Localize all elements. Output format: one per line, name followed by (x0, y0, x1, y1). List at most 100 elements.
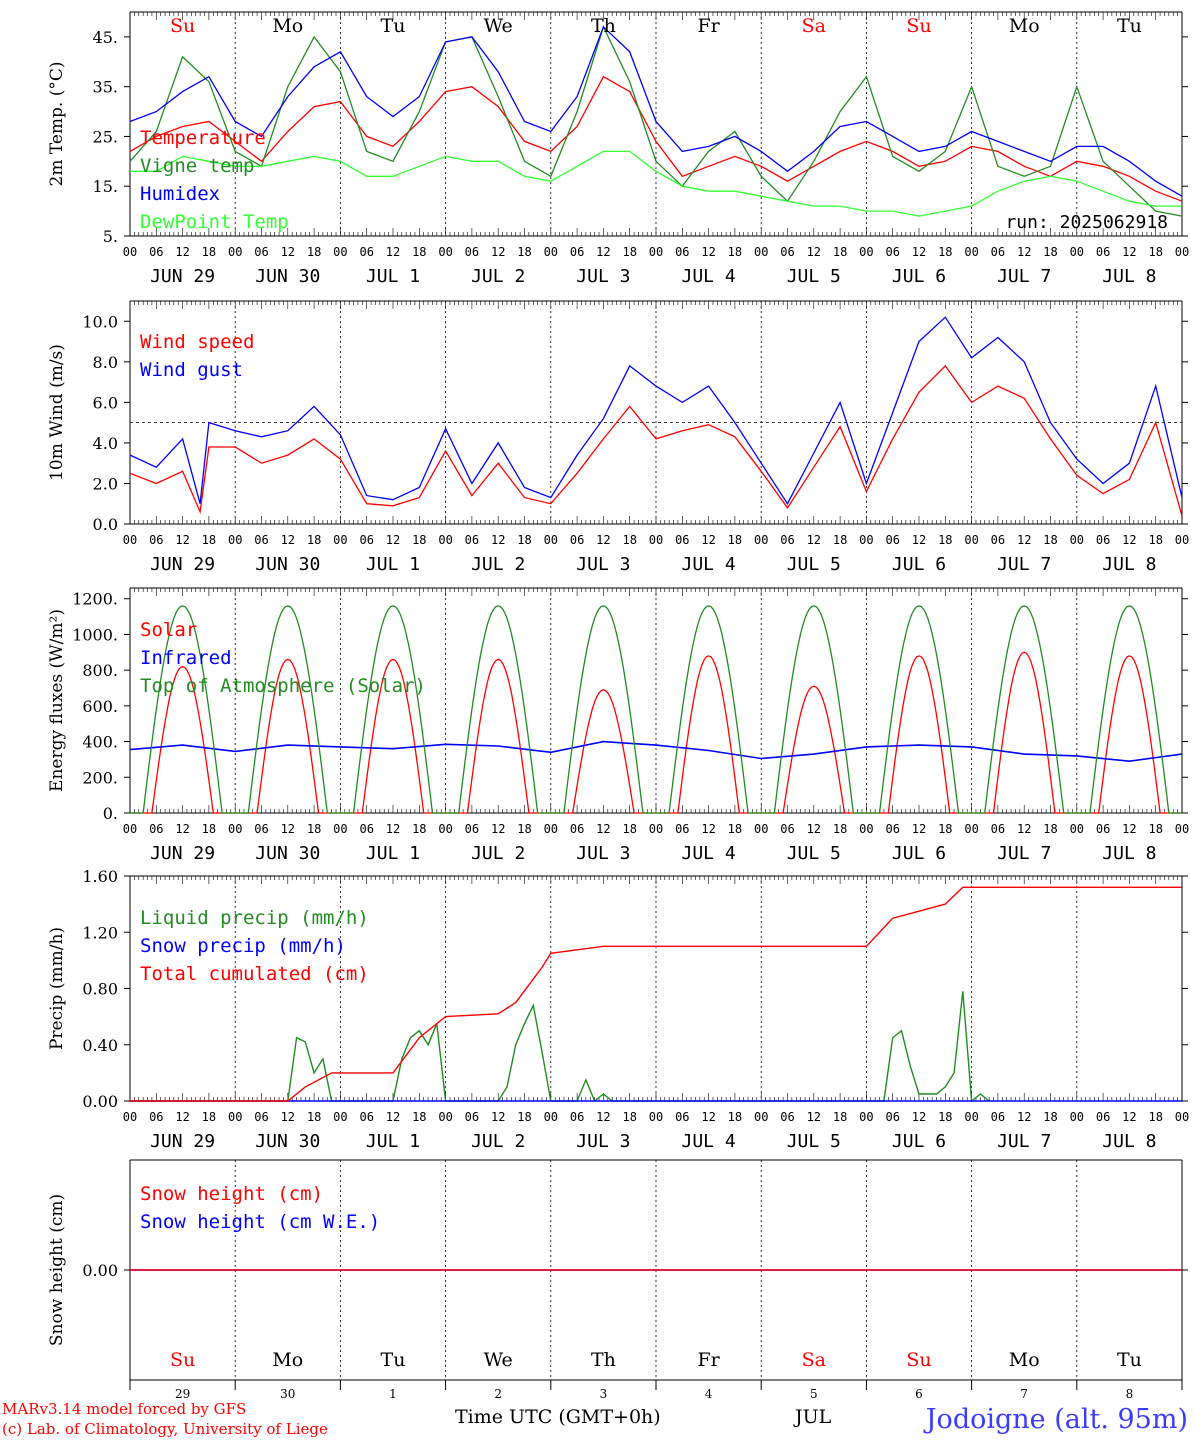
y-tick-label: 0. (103, 804, 118, 823)
series-liquid-precip-mm-h- (130, 991, 990, 1103)
hour-label: 06 (254, 533, 268, 547)
hour-label: 18 (833, 533, 847, 547)
date-label: JUL 6 (892, 843, 946, 864)
hour-label: 00 (859, 1110, 873, 1124)
footer: MARv3.14 model forced by GFS (c) Lab. of… (0, 1398, 1194, 1440)
weekday-label: Mo (272, 1349, 303, 1371)
y-tick-label: 15. (93, 177, 118, 196)
date-label: JUL 8 (1102, 554, 1156, 575)
hour-label: 00 (438, 1110, 452, 1124)
date-label: JUL 8 (1102, 266, 1156, 287)
hour-label: 18 (728, 822, 742, 836)
date-label: JUN 30 (255, 266, 320, 287)
hour-label: 12 (491, 1110, 505, 1124)
y-tick-label: 1.20 (82, 923, 118, 942)
hour-label: 18 (728, 533, 742, 547)
hour-label: 06 (1096, 822, 1110, 836)
legend-solar: Solar (140, 619, 197, 641)
y-tick-label: 0.00 (82, 1261, 118, 1280)
weekday-label: Fr (697, 15, 720, 37)
weekday-label: We (484, 1349, 513, 1371)
hour-label: 12 (491, 533, 505, 547)
hour-label: 18 (938, 1110, 952, 1124)
hour-label: 12 (596, 245, 610, 259)
series-top-of-atmosphere-solar- (130, 605, 1182, 814)
hour-label: 12 (281, 1110, 295, 1124)
weekday-label: Su (906, 15, 931, 37)
hour-label: 12 (912, 822, 926, 836)
y-tick-label: 5. (103, 227, 118, 246)
weekday-label: Tu (1117, 1349, 1142, 1371)
hour-label: 12 (386, 1110, 400, 1124)
hour-label: 06 (1096, 533, 1110, 547)
run-label: run: 2025062918 (1005, 212, 1168, 233)
y-tick-label: 1200. (72, 590, 118, 609)
hour-label: 00 (333, 245, 347, 259)
hour-label: 06 (675, 245, 689, 259)
hour-label: 06 (1096, 1110, 1110, 1124)
hour-label: 12 (701, 533, 715, 547)
hour-label: 06 (149, 533, 163, 547)
panel-4: 0.00 0.40 0.80 1.20 1.60 Precip (mm/h) 00 06 12 1… (47, 867, 1189, 1152)
hour-label: 12 (1122, 245, 1136, 259)
series-vigne-temp (129, 25, 1183, 217)
model-credit: MARv3.14 model forced by GFS (2, 1400, 247, 1418)
bottom-date-label: 1 (389, 1387, 397, 1398)
legend-snow-height-cm-: Snow height (cm) (140, 1183, 323, 1205)
hour-label: 18 (202, 533, 216, 547)
hour-label: 12 (1017, 822, 1031, 836)
hour-label: 06 (359, 822, 373, 836)
hour-label: 00 (964, 533, 978, 547)
hour-label: 00 (1070, 1110, 1084, 1124)
hour-label: 00 (964, 245, 978, 259)
hour-label: 06 (1096, 245, 1110, 259)
hour-label: 00 (438, 822, 452, 836)
hour-label: 00 (754, 245, 768, 259)
hour-label: 00 (1070, 822, 1084, 836)
hour-label: 00 (859, 822, 873, 836)
y-axis-title: Energy fluxes (W/m²) (47, 609, 67, 792)
hour-label: 18 (833, 1110, 847, 1124)
bottom-date-label: 3 (600, 1387, 608, 1398)
panel-1: 5. 15. 25. 35. 45. 2m Temp. (°C) 00 06 12 18 JUN 2… (47, 11, 1189, 287)
hour-label: 06 (991, 245, 1005, 259)
hour-label: 00 (649, 822, 663, 836)
hour-label: 12 (281, 533, 295, 547)
hour-label: 00 (228, 533, 242, 547)
y-tick-label: 0.00 (82, 1092, 118, 1111)
hour-label: 12 (386, 245, 400, 259)
hour-label: 12 (807, 822, 821, 836)
legend-infrared: Infrared (140, 647, 232, 669)
hour-label: 00 (649, 1110, 663, 1124)
hour-label: 12 (596, 533, 610, 547)
hour-label: 18 (307, 245, 321, 259)
bottom-date-label: 29 (175, 1387, 190, 1398)
hour-label: 18 (622, 1110, 636, 1124)
hour-label: 06 (149, 822, 163, 836)
y-tick-label: 45. (93, 28, 118, 47)
date-label: JUL 5 (787, 843, 841, 864)
hour-label: 06 (675, 533, 689, 547)
panel-5: 0.00 Snow height (cm) Snow height (cm) Snow… (47, 1159, 1188, 1398)
hour-label: 06 (465, 245, 479, 259)
hour-label: 18 (1043, 245, 1057, 259)
hour-label: 06 (254, 1110, 268, 1124)
hour-label: 06 (675, 822, 689, 836)
y-tick-label: 1.60 (82, 867, 118, 886)
hour-label: 06 (570, 1110, 584, 1124)
bottom-date-label: 6 (915, 1387, 923, 1398)
hour-label: 00 (544, 1110, 558, 1124)
date-label: JUN 30 (255, 1131, 320, 1152)
hour-label: 18 (307, 533, 321, 547)
y-tick-label: 400. (82, 733, 118, 752)
hour-label: 00 (1175, 245, 1189, 259)
y-axis-title: 2m Temp. (°C) (47, 61, 67, 186)
hour-label: 06 (885, 822, 899, 836)
hour-label: 12 (175, 245, 189, 259)
series-wind-gust (129, 316, 1183, 505)
hour-label: 12 (1017, 245, 1031, 259)
hour-label: 18 (938, 245, 952, 259)
hour-label: 06 (780, 533, 794, 547)
lab-credit: (c) Lab. of Climatology, University of L… (2, 1420, 328, 1438)
hour-label: 18 (307, 822, 321, 836)
